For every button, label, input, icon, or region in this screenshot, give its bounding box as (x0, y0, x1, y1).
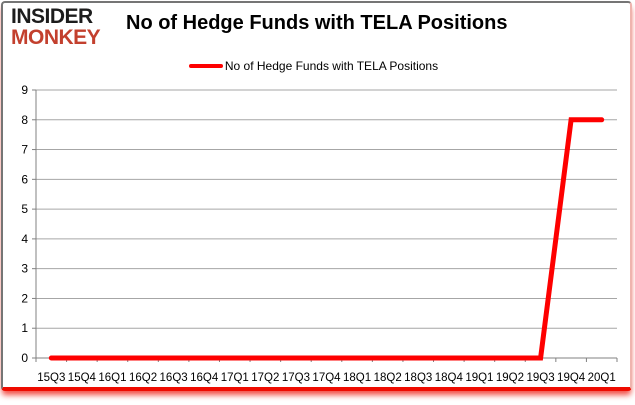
y-tick-label: 3 (21, 262, 28, 276)
x-tick-label: 19Q1 (465, 372, 493, 384)
y-tick-label: 6 (21, 172, 28, 186)
chart-card (1, 1, 632, 391)
x-tick-label: 18Q3 (404, 372, 432, 384)
x-tick-label: 17Q1 (221, 372, 249, 384)
y-tick-label: 4 (21, 232, 28, 246)
y-tick-label: 0 (21, 351, 28, 365)
legend-line-swatch (188, 64, 223, 68)
logo-line-monkey: MONKEY (11, 26, 101, 49)
x-tick-label: 16Q1 (98, 372, 126, 384)
x-tick-label: 18Q4 (435, 372, 464, 384)
y-tick-label: 5 (21, 202, 28, 216)
legend: No of Hedge Funds with TELA Positions (0, 58, 627, 74)
x-tick-label: 16Q3 (160, 372, 188, 384)
y-tick-label: 9 (21, 83, 28, 97)
logo-line-insider: INSIDER (11, 5, 93, 28)
x-tick-label: 19Q3 (526, 372, 554, 384)
y-tick-label: 8 (21, 113, 28, 127)
insider-monkey-logo: INSIDER MONKEY (11, 5, 101, 49)
legend-label: No of Hedge Funds with TELA Positions (224, 59, 439, 73)
y-tick-label: 7 (21, 143, 28, 157)
x-tick-label: 17Q2 (251, 372, 279, 384)
x-tick-label: 19Q2 (496, 372, 524, 384)
x-tick-label: 20Q1 (588, 372, 616, 384)
x-tick-label: 15Q3 (37, 372, 65, 384)
y-tick-label: 2 (21, 291, 28, 305)
x-tick-label: 15Q4 (68, 372, 97, 384)
x-tick-label: 17Q3 (282, 372, 310, 384)
chart-title: No of Hedge Funds with TELA Positions (126, 12, 508, 34)
x-tick-label: 16Q2 (129, 372, 157, 384)
x-tick-label: 18Q2 (374, 372, 402, 384)
x-tick-label: 19Q4 (557, 372, 586, 384)
x-tick-label: 16Q4 (190, 372, 219, 384)
series-line (48, 117, 605, 361)
y-tick-label: 1 (21, 321, 28, 335)
x-tick-label: 17Q4 (312, 372, 341, 384)
x-tick-label: 18Q1 (343, 372, 371, 384)
